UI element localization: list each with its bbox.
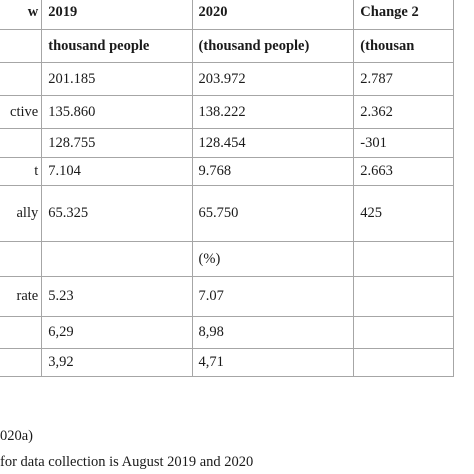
value-2020-cell: 203.972 (191, 62, 355, 96)
header-2020-cell: 2020 (191, 0, 355, 30)
value-2020-cell: 138.222 (191, 95, 355, 129)
source-note: 020a) (0, 428, 34, 444)
table-row: 128.755 128.454 -301 (0, 128, 454, 158)
value-2020-cell: 9.768 (191, 157, 355, 186)
value-2020-cell: 4,71 (191, 348, 355, 377)
units-2019-cell: thousand people (41, 29, 193, 63)
header-change-cell: Change 2 (353, 0, 454, 30)
value-2019-cell: 128.755 (41, 128, 193, 158)
value-change-cell: 2.362 (353, 95, 454, 129)
value-change-cell (353, 316, 454, 349)
row-label-cell (0, 316, 43, 349)
value-change-cell (353, 241, 454, 277)
table-row: rate 5.23 7.07 (0, 276, 454, 317)
value-2019-cell: 65.325 (41, 185, 193, 242)
row-label-cell (0, 348, 43, 377)
units-category-cell (0, 29, 43, 63)
units-change-cell: (thousan (353, 29, 454, 63)
table-row: 6,29 8,98 (0, 316, 454, 349)
value-2020-cell: 7.07 (191, 276, 355, 317)
row-label-cell: ally (0, 185, 43, 242)
header-category-cell: w (0, 0, 43, 30)
value-change-cell (353, 276, 454, 317)
value-2020-cell: 128.454 (191, 128, 355, 158)
value-2019-cell: 5.23 (41, 276, 193, 317)
percent-unit-cell: (%) (191, 241, 355, 277)
value-2019-cell: 201.185 (41, 62, 193, 96)
value-change-cell (353, 348, 454, 377)
row-label-cell (0, 62, 43, 96)
row-label-cell (0, 241, 43, 277)
value-change-cell: 425 (353, 185, 454, 242)
header-row-units: thousand people (thousand people) (thous… (0, 29, 454, 63)
value-change-cell: -301 (353, 128, 454, 158)
value-2019-cell (41, 241, 193, 277)
table-row: 201.185 203.972 2.787 (0, 62, 454, 96)
row-label-cell (0, 128, 43, 158)
value-2020-cell: 8,98 (191, 316, 355, 349)
table-row: ctive 135.860 138.222 2.362 (0, 95, 454, 129)
units-2020-cell: (thousand people) (191, 29, 355, 63)
value-2020-cell: 65.750 (191, 185, 355, 242)
labor-statistics-table: w 2019 2020 Change 2 thousand people (th… (0, 0, 454, 377)
row-label-cell: t (0, 157, 43, 186)
value-2019-cell: 6,29 (41, 316, 193, 349)
header-row-years: w 2019 2020 Change 2 (0, 0, 454, 30)
table-row: (%) (0, 241, 454, 277)
value-change-cell: 2.787 (353, 62, 454, 96)
header-2019-cell: 2019 (41, 0, 193, 30)
value-2019-cell: 3,92 (41, 348, 193, 377)
row-label-cell: ctive (0, 95, 43, 129)
value-change-cell: 2.663 (353, 157, 454, 186)
row-label-cell: rate (0, 276, 43, 317)
collection-period-note: for data collection is August 2019 and 2… (0, 454, 254, 470)
table-row: t 7.104 9.768 2.663 (0, 157, 454, 186)
table-row: 3,92 4,71 (0, 348, 454, 377)
value-2019-cell: 7.104 (41, 157, 193, 186)
table-row: ally 65.325 65.750 425 (0, 185, 454, 242)
value-2019-cell: 135.860 (41, 95, 193, 129)
